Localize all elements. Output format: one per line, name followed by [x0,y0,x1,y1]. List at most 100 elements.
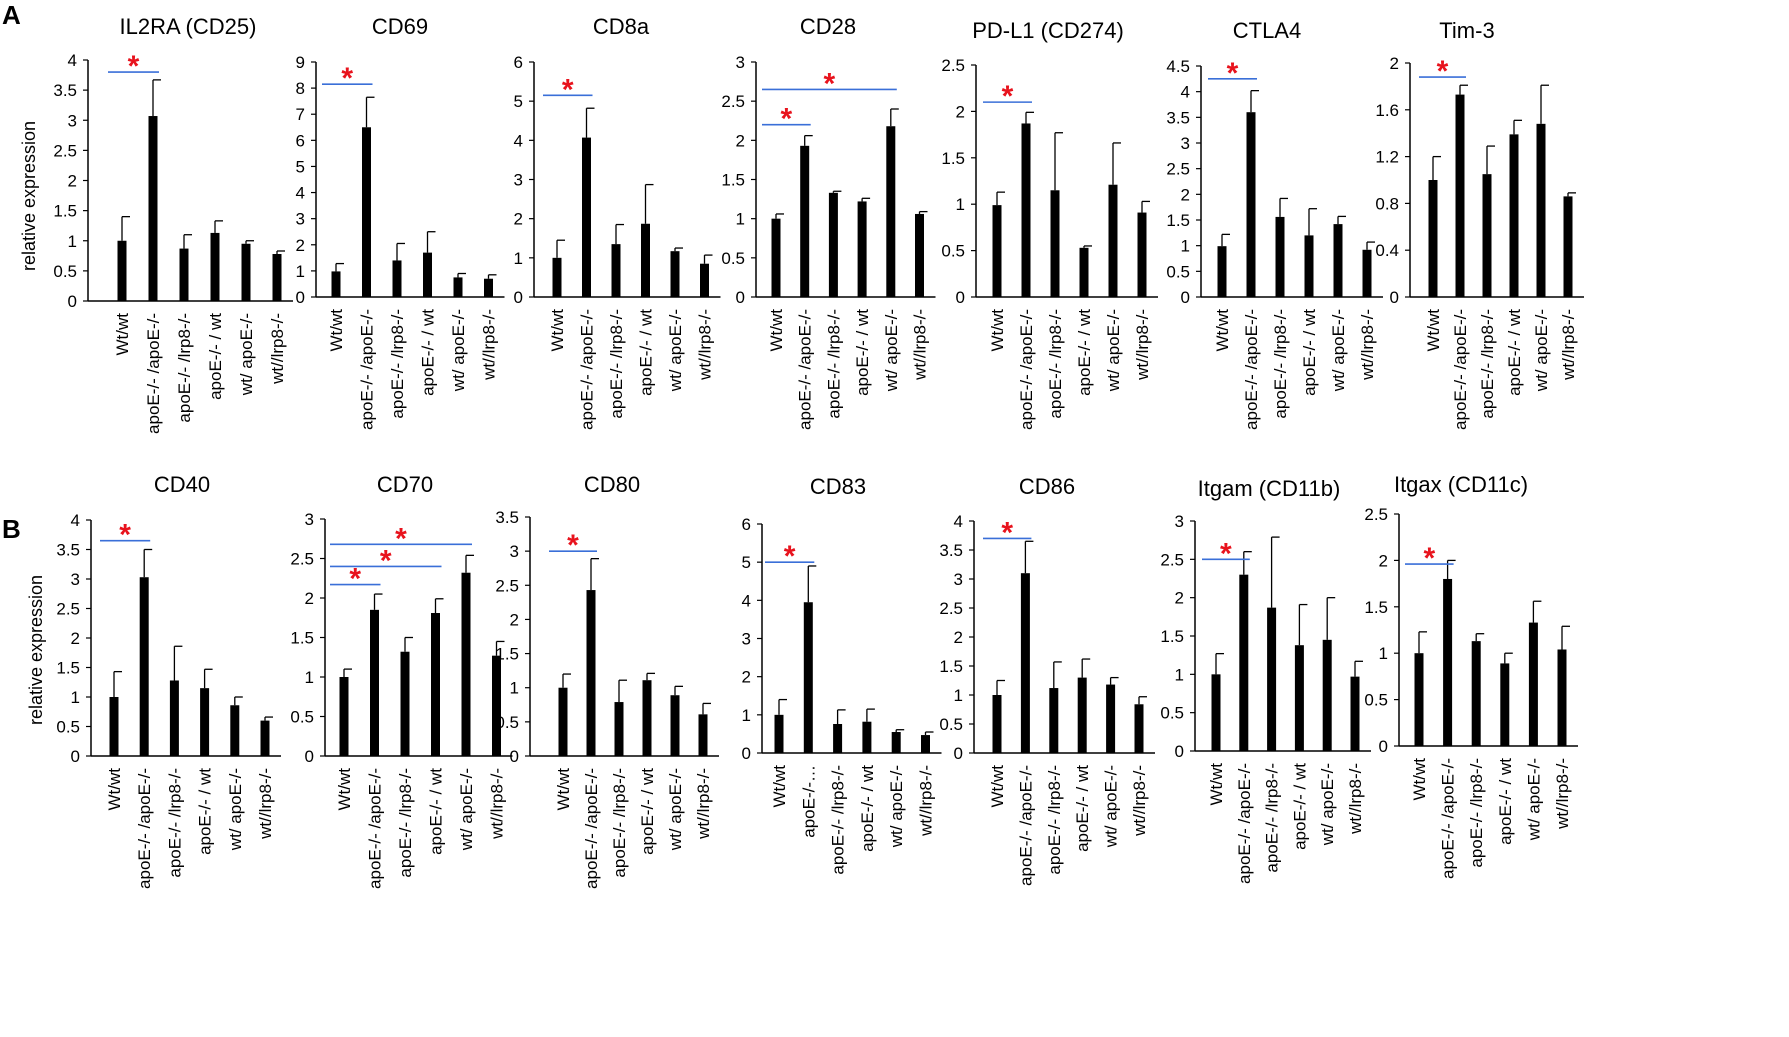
x-category-label: apoE-/- /lrp8-/- [607,309,626,419]
chart-title: IL2RA (CD25) [120,14,257,39]
significance-star: * [781,103,793,136]
significance-star: * [380,544,392,577]
y-tick-label: 2 [71,629,80,648]
x-category-label: apoE-/- /lrp8-/- [396,768,415,878]
bar [1106,684,1116,753]
x-category-label: Wt/wt [1207,763,1226,806]
y-tick-label: 8 [296,79,305,98]
panel-letter-a: A [2,0,21,30]
bar [1211,674,1221,751]
y-tick-label: 0.5 [941,242,965,261]
y-tick-label: 2.5 [1364,505,1388,524]
x-category-label: wt/ apoE-/- [226,768,245,851]
y-tick-label: 1.5 [53,202,77,221]
bar [670,695,680,756]
y-tick-label: 9 [296,53,305,72]
y-tick-label: 1.5 [290,629,314,648]
significance-star: * [349,563,361,596]
y-tick-label: 2 [954,628,963,647]
significance-star: * [128,50,140,83]
y-tick-label: 0.5 [290,708,314,727]
bar [362,127,371,298]
bar [1217,246,1227,297]
bar [1021,123,1031,298]
x-category-label: apoE-/- /lrp8-/- [1263,763,1282,873]
x-category-label: wt//lrp8-/- [268,313,287,385]
y-tick-label: 2.5 [495,576,519,595]
x-category-label: apoE-/- /apoE-/- [1451,309,1470,430]
y-tick-label: 3.5 [56,541,80,560]
bar [1108,184,1118,297]
chart-title: CD80 [584,472,640,497]
chart-title: Itgam (CD11b) [1198,476,1341,501]
bar [230,705,240,756]
bar [1428,180,1438,297]
y-tick-label: 1 [736,210,745,229]
bar [1050,190,1060,297]
chart-1: CD69 0 1 2 3 4 5 6 7 8 9 Wt/wt apoE-/- /apoE-/- apoE-… [296,14,505,430]
y-tick-label: 1.5 [1166,211,1190,230]
significance-star: * [784,540,796,573]
bar [1137,212,1147,297]
y-tick-label: 4 [71,511,80,530]
x-category-label: Wt/wt [767,309,786,352]
chart-9: CD80 0 0.5 1 1.5 2 2.5 3 3.5 Wt/wt apoE-/- /apoE-/… [495,472,719,889]
bar [915,213,924,297]
significance-star: * [1437,55,1449,88]
y-tick-label: 6 [296,131,305,150]
bar [1020,573,1030,753]
bar [1443,578,1453,746]
chart-grid: IL2RA (CD25) 0 0.5 1 1.5 2 2.5 3 3.5 4 Wt/wt apoE-/… [53,14,1584,889]
bar [1362,249,1372,297]
y-tick-label: 0 [742,744,751,763]
x-category-label: wt//lrp8-/- [1553,758,1572,830]
y-tick-label: 0 [71,747,80,766]
y-tick-label: 4 [68,51,77,70]
significance-star: * [341,62,353,95]
bar [698,714,708,756]
bar [1267,607,1277,751]
y-tick-label: 3.5 [53,81,77,100]
bar [109,697,119,756]
bar [828,192,838,297]
x-category-label: apoE-/- /lrp8-/- [175,313,194,423]
chart-title: CD83 [810,474,866,499]
x-category-label: apoE-/- / wt [427,768,446,855]
y-tick-label: 0.5 [495,713,519,732]
y-tick-label: 3 [68,111,77,130]
bar [210,232,220,301]
bar [921,735,930,753]
y-tick-label: 2 [1175,589,1184,608]
y-tick-label: 2.5 [721,92,745,111]
bar [1482,174,1492,297]
y-tick-label: 0 [514,288,523,307]
x-category-label: apoE-/- / wt [196,768,215,855]
bar [1500,663,1510,746]
y-tick-label: 0.5 [939,715,963,734]
x-category-label: Wt/wt [988,309,1007,352]
x-category-label: apoE-/- /apoE-/- [135,768,154,889]
x-category-label: wt//lrp8-/- [911,309,930,381]
bar [700,263,709,297]
bar [1246,112,1256,297]
y-tick-label: 1 [68,232,77,251]
x-category-label: wt//lrp8-/- [1559,309,1578,381]
y-tick-label: 2.5 [1166,160,1190,179]
x-category-label: apoE-/- / wt [1290,763,1309,850]
y-tick-label: 1.6 [1375,101,1399,120]
y-tick-label: 1.5 [941,149,965,168]
x-category-label: apoE-/- /lrp8-/- [1478,309,1497,419]
y-tick-label: 2 [510,610,519,629]
y-tick-label: 2 [68,172,77,191]
bar [169,680,179,756]
x-category-label: apoE-/- /apoE-/- [1439,758,1458,879]
x-category-label: wt//lrp8-/- [1346,763,1365,835]
bar [558,687,568,756]
x-category-label: apoE-/-… [799,765,818,838]
y-tick-label: 7 [296,105,305,124]
bar [800,145,810,297]
x-category-label: wt//lrp8-/- [696,309,715,381]
x-category-label: apoE-/- / wt [853,309,872,396]
x-category-label: apoE-/- / wt [858,765,877,852]
significance-star: * [1220,537,1232,570]
